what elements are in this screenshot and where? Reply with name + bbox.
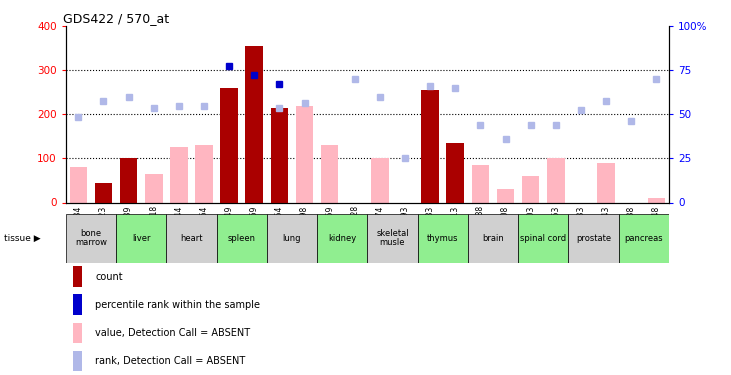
Text: GDS422 / 570_at: GDS422 / 570_at xyxy=(63,12,169,25)
Bar xyxy=(597,163,615,202)
Text: heart: heart xyxy=(180,234,202,243)
Text: tissue ▶: tissue ▶ xyxy=(4,234,40,243)
Text: skeletal
musle: skeletal musle xyxy=(376,229,409,248)
Bar xyxy=(296,106,314,202)
Bar xyxy=(116,214,167,262)
Bar xyxy=(195,145,213,202)
Bar xyxy=(216,214,267,262)
Text: lung: lung xyxy=(283,234,301,243)
Bar xyxy=(648,198,665,202)
Bar xyxy=(421,90,439,202)
Bar xyxy=(95,183,113,203)
Bar xyxy=(618,214,669,262)
Text: brain: brain xyxy=(482,234,504,243)
Text: count: count xyxy=(95,272,123,282)
Bar xyxy=(518,214,569,262)
Bar xyxy=(167,214,216,262)
Text: prostate: prostate xyxy=(576,234,611,243)
Text: spinal cord: spinal cord xyxy=(520,234,567,243)
Bar xyxy=(267,214,317,262)
Bar xyxy=(497,189,515,202)
Text: kidney: kidney xyxy=(328,234,356,243)
Bar xyxy=(66,214,116,262)
Bar xyxy=(468,214,518,262)
Bar xyxy=(120,158,137,203)
Text: bone
marrow: bone marrow xyxy=(75,229,107,248)
Bar xyxy=(569,214,618,262)
Bar xyxy=(246,46,263,202)
Bar xyxy=(270,108,288,202)
Bar xyxy=(471,165,489,202)
Bar xyxy=(447,143,464,202)
Text: pancreas: pancreas xyxy=(624,234,663,243)
Bar xyxy=(367,214,417,262)
Text: rank, Detection Call = ABSENT: rank, Detection Call = ABSENT xyxy=(95,356,246,366)
Bar xyxy=(69,167,87,202)
Text: value, Detection Call = ABSENT: value, Detection Call = ABSENT xyxy=(95,328,250,338)
Text: thymus: thymus xyxy=(427,234,458,243)
Text: percentile rank within the sample: percentile rank within the sample xyxy=(95,300,260,310)
Bar xyxy=(170,147,188,202)
Bar xyxy=(317,214,367,262)
Bar xyxy=(321,145,338,202)
Bar xyxy=(371,158,389,203)
Bar xyxy=(220,88,238,202)
Bar xyxy=(547,158,564,203)
Bar xyxy=(145,174,162,202)
Text: spleen: spleen xyxy=(227,234,256,243)
Text: liver: liver xyxy=(132,234,151,243)
Bar xyxy=(417,214,468,262)
Bar xyxy=(522,176,539,203)
